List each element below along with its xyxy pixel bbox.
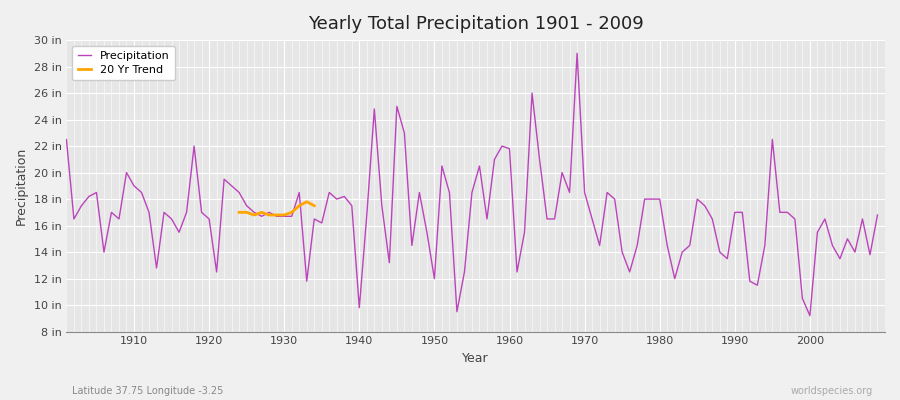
Legend: Precipitation, 20 Yr Trend: Precipitation, 20 Yr Trend bbox=[72, 46, 176, 80]
Precipitation bbox=[331, 197, 342, 202]
20 Yr Trend bbox=[241, 210, 252, 215]
20 Yr Trend bbox=[286, 210, 297, 215]
20 Yr Trend bbox=[264, 212, 274, 217]
Precipitation bbox=[61, 137, 72, 142]
20 Yr Trend bbox=[271, 212, 282, 217]
Precipitation bbox=[122, 170, 132, 175]
20 Yr Trend bbox=[279, 212, 290, 217]
Title: Yearly Total Precipitation 1901 - 2009: Yearly Total Precipitation 1901 - 2009 bbox=[308, 15, 644, 33]
X-axis label: Year: Year bbox=[463, 352, 489, 365]
20 Yr Trend bbox=[302, 199, 312, 204]
Precipitation bbox=[504, 146, 515, 151]
Line: Precipitation: Precipitation bbox=[67, 53, 878, 316]
Precipitation bbox=[805, 313, 815, 318]
Text: Latitude 37.75 Longitude -3.25: Latitude 37.75 Longitude -3.25 bbox=[72, 386, 223, 396]
Precipitation bbox=[572, 51, 582, 56]
20 Yr Trend bbox=[248, 212, 259, 217]
Line: 20 Yr Trend: 20 Yr Trend bbox=[239, 202, 314, 215]
20 Yr Trend bbox=[293, 203, 304, 208]
Precipitation bbox=[286, 214, 297, 219]
Precipitation bbox=[497, 144, 508, 148]
Y-axis label: Precipitation: Precipitation bbox=[15, 147, 28, 225]
Text: worldspecies.org: worldspecies.org bbox=[791, 386, 873, 396]
20 Yr Trend bbox=[234, 210, 245, 215]
20 Yr Trend bbox=[309, 203, 320, 208]
Precipitation bbox=[872, 212, 883, 217]
20 Yr Trend bbox=[256, 210, 267, 215]
Precipitation bbox=[602, 190, 613, 195]
